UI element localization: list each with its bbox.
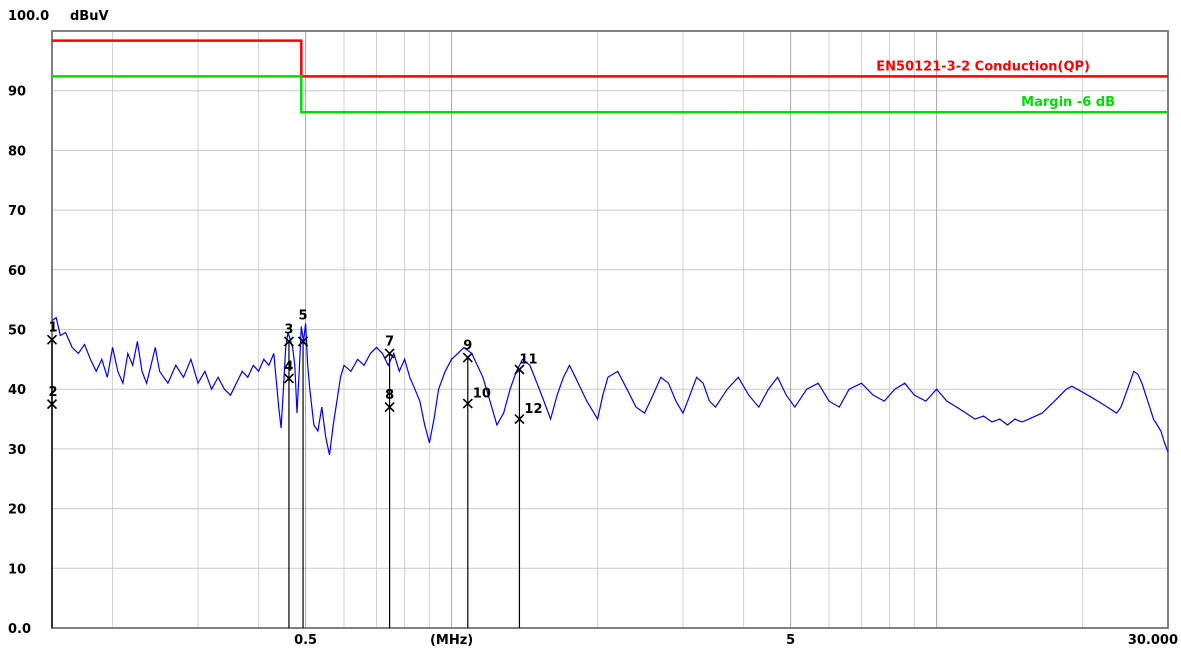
marker-label: 2 (48, 385, 57, 400)
y-tick-label: 30 (8, 443, 26, 458)
limit-line (52, 39, 1168, 78)
marker-x (462, 398, 473, 409)
y-tick-label: 70 (8, 204, 26, 219)
marker-label: 5 (299, 308, 308, 323)
marker-label: 9 (463, 339, 472, 354)
marker-x (283, 336, 295, 347)
marker-label: 4 (284, 359, 293, 374)
measurement-trace (51, 316, 1169, 456)
marker-label: 12 (524, 402, 542, 417)
x-tick-label: (MHz) (430, 633, 473, 648)
marker-x (514, 413, 525, 425)
x-tick-label: 30.000 (1128, 633, 1178, 648)
limit-lines: EN50121-3-2 Conduction(QP) Margin -6 dB (52, 39, 1168, 114)
y-unit-label: dBuV (70, 9, 109, 24)
limit-line-label: EN50121-3-2 Conduction(QP) (876, 59, 1090, 74)
plot-frame (51, 30, 1169, 629)
marker-x (297, 336, 309, 347)
grid (52, 31, 1168, 628)
marker-label: 3 (284, 322, 293, 337)
y-tick-label: 10 (8, 562, 26, 577)
y-tick-label: 100.0 (8, 9, 49, 24)
marker-x (384, 348, 395, 359)
marker-label: 10 (473, 387, 491, 402)
limit-line (52, 75, 1168, 114)
y-tick-label: 40 (8, 383, 26, 398)
y-tick-label: 20 (8, 503, 26, 518)
marker-label: 1 (48, 321, 57, 336)
y-tick-label: 90 (8, 85, 26, 100)
marker-x (462, 352, 473, 363)
x-tick-labels: 0.5 (MHz) 5 30.000 (294, 633, 1178, 648)
y-tick-label: 50 (8, 324, 26, 339)
x-tick-label: 5 (786, 633, 795, 648)
y-tick-label: 80 (8, 144, 26, 159)
marker-x (46, 399, 58, 410)
marker-x (514, 364, 525, 375)
marker-x (384, 402, 395, 413)
marker-label: 11 (519, 352, 537, 367)
marker-x (283, 373, 295, 384)
y-tick-label: 0.0 (8, 622, 31, 637)
limit-line-label: Margin -6 dB (1021, 95, 1115, 110)
marker-label: 7 (385, 334, 394, 349)
marker-x (46, 334, 58, 345)
x-tick-label: 0.5 (294, 633, 317, 648)
y-tick-label: 60 (8, 264, 26, 279)
marker-label: 8 (385, 388, 394, 403)
